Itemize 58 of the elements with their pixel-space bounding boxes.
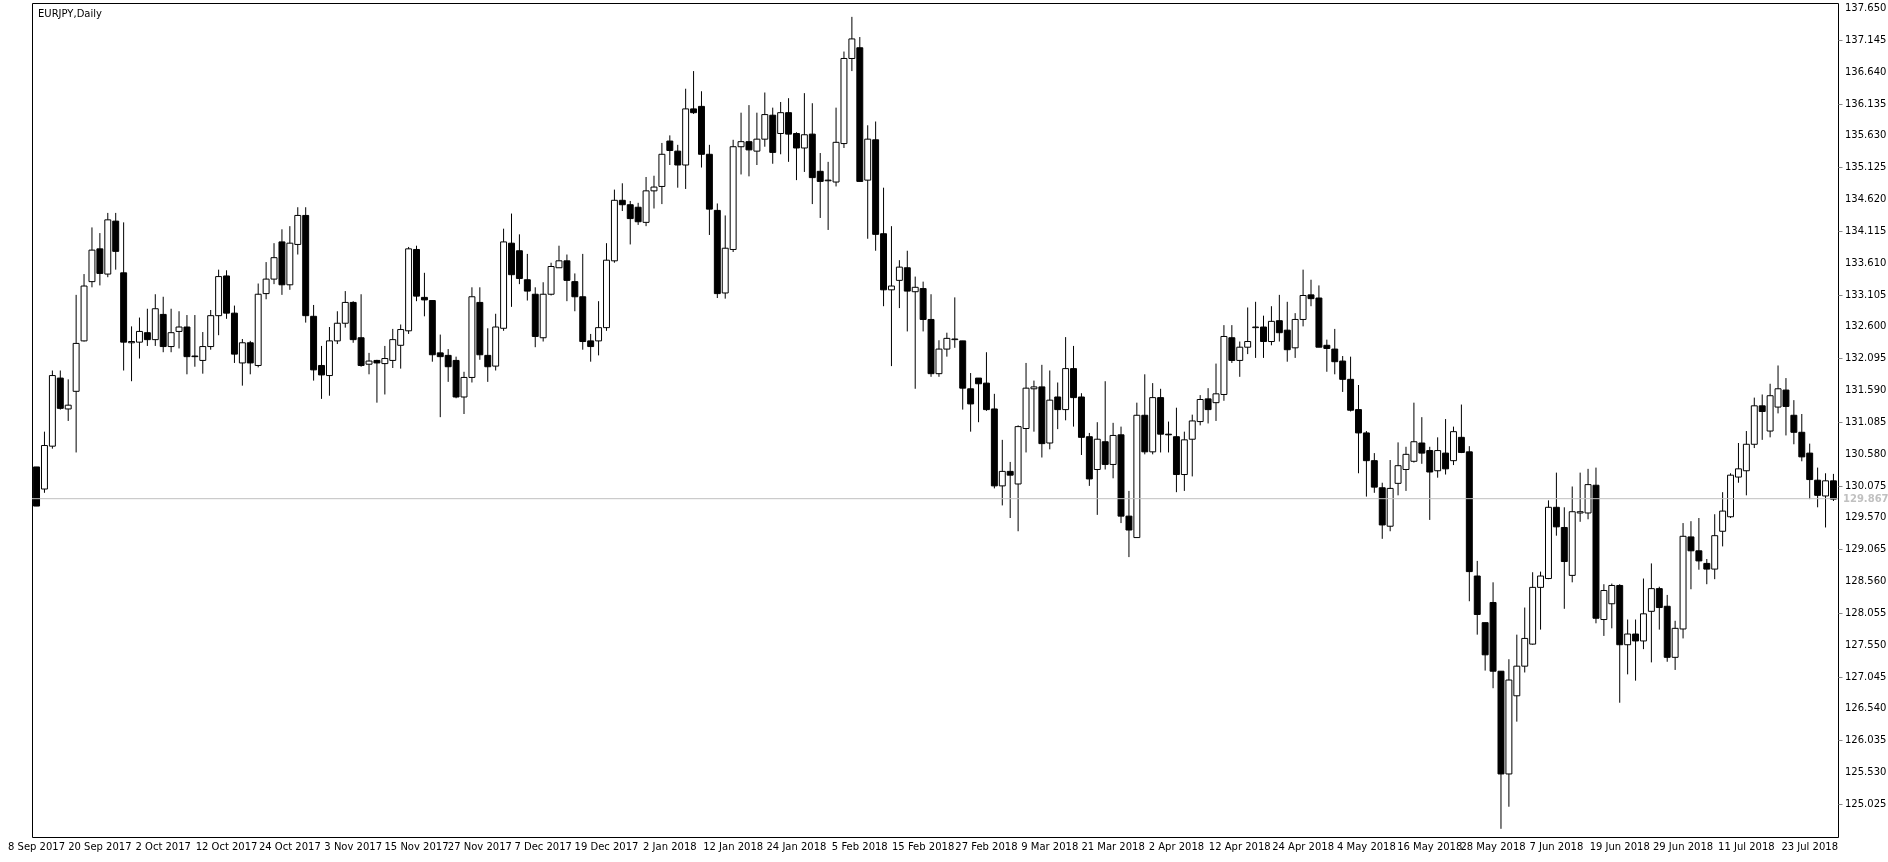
x-tick-label: 15 Feb 2018: [892, 840, 955, 852]
x-tick-label: 27 Nov 2017: [447, 840, 512, 852]
y-tick-label: 137.145: [1845, 33, 1887, 45]
x-tick-label: 4 May 2018: [1336, 840, 1396, 852]
x-tick-label: 7 Jun 2018: [1529, 840, 1584, 852]
y-tick-label: 129.065: [1845, 543, 1887, 555]
y-tick-label: 130.075: [1845, 479, 1887, 491]
y-tick-label: 125.025: [1845, 797, 1887, 809]
y-tick-label: 130.580: [1845, 447, 1887, 459]
chart-title: EURJPY,Daily: [38, 8, 103, 19]
y-tick-label: 137.650: [1845, 2, 1887, 14]
y-tick-label: 135.630: [1845, 129, 1887, 141]
y-tick-label: 133.610: [1845, 256, 1887, 268]
x-tick-label: 19 Dec 2017: [574, 840, 639, 852]
x-tick-label: 20 Sep 2017: [68, 840, 132, 852]
x-tick-label: 16 May 2018: [1397, 840, 1463, 852]
y-tick-label: 134.620: [1845, 193, 1887, 205]
x-tick-label: 28 May 2018: [1460, 840, 1526, 852]
ref-line-label: 129.867: [1843, 492, 1888, 504]
x-tick-label: 23 Jul 2018: [1781, 840, 1839, 852]
x-tick-label: 19 Jun 2018: [1589, 840, 1650, 852]
y-tick-label: 127.550: [1845, 638, 1887, 650]
y-tick-label: 131.590: [1845, 384, 1887, 396]
candlestick: [523, 253, 531, 302]
y-tick-label: 132.600: [1845, 320, 1887, 332]
x-tick-label: 3 Nov 2017: [324, 840, 383, 852]
x-tick-label: 5 Feb 2018: [831, 840, 888, 852]
x-tick-label: 2 Apr 2018: [1148, 840, 1205, 852]
y-tick-label: 131.085: [1845, 415, 1887, 427]
y-tick-label: 125.530: [1845, 766, 1887, 778]
y-tick-label: 126.540: [1845, 702, 1887, 714]
x-tick-label: 24 Jan 2018: [766, 840, 827, 852]
x-tick-label: 24 Apr 2018: [1272, 840, 1335, 852]
x-tick-label: 24 Oct 2017: [258, 840, 321, 852]
x-tick-label: 21 Mar 2018: [1081, 840, 1145, 852]
y-tick-label: 128.055: [1845, 606, 1887, 618]
x-tick-label: 7 Dec 2017: [514, 840, 572, 852]
y-tick-label: 134.115: [1845, 224, 1887, 236]
y-tick-label: 133.105: [1845, 288, 1887, 300]
x-tick-label: 8 Sep 2017: [8, 840, 66, 852]
x-tick-label: 12 Jan 2018: [703, 840, 764, 852]
x-tick-label: 12 Oct 2017: [195, 840, 258, 852]
x-tick-label: 9 Mar 2018: [1021, 840, 1079, 852]
x-tick-label: 2 Oct 2017: [135, 840, 191, 852]
y-tick-label: 129.570: [1845, 511, 1887, 523]
y-tick-label: 127.045: [1845, 670, 1887, 682]
x-tick-label: 11 Jul 2018: [1718, 840, 1775, 852]
x-tick-label: 29 Jun 2018: [1652, 840, 1714, 852]
y-tick-label: 136.640: [1845, 65, 1887, 77]
y-tick-label: 132.095: [1845, 352, 1887, 364]
x-tick-label: 12 Apr 2018: [1208, 840, 1271, 852]
y-tick-label: 126.035: [1845, 734, 1887, 746]
y-tick-label: 136.135: [1845, 97, 1887, 109]
x-tick-label: 27 Feb 2018: [955, 840, 1018, 852]
y-tick-label: 135.125: [1845, 161, 1887, 173]
y-tick-label: 128.560: [1845, 575, 1887, 587]
x-tick-label: 2 Jan 2018: [643, 840, 697, 852]
x-tick-label: 15 Nov 2017: [384, 840, 449, 852]
